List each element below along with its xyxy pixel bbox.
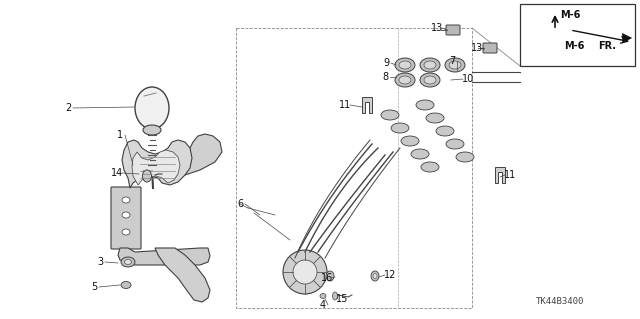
Ellipse shape bbox=[326, 271, 334, 281]
Polygon shape bbox=[495, 167, 505, 183]
Text: 3: 3 bbox=[97, 257, 103, 267]
Circle shape bbox=[283, 250, 327, 294]
Polygon shape bbox=[185, 134, 222, 175]
Ellipse shape bbox=[373, 273, 377, 278]
Ellipse shape bbox=[411, 149, 429, 159]
Polygon shape bbox=[122, 140, 192, 188]
Text: 6: 6 bbox=[237, 199, 243, 209]
Text: 7: 7 bbox=[449, 56, 455, 66]
Text: 4: 4 bbox=[320, 300, 326, 310]
Ellipse shape bbox=[456, 152, 474, 162]
Text: M-6: M-6 bbox=[564, 41, 584, 51]
Text: 2: 2 bbox=[65, 103, 71, 113]
Bar bbox=[236, 28, 472, 308]
Text: 13: 13 bbox=[431, 23, 443, 33]
Ellipse shape bbox=[420, 73, 440, 87]
Bar bbox=[520, 4, 635, 66]
Text: TK44B3400: TK44B3400 bbox=[536, 298, 584, 307]
Polygon shape bbox=[118, 248, 210, 265]
Text: 11: 11 bbox=[339, 100, 351, 110]
Ellipse shape bbox=[445, 58, 465, 72]
Ellipse shape bbox=[424, 61, 436, 69]
FancyBboxPatch shape bbox=[483, 43, 497, 53]
Text: 1: 1 bbox=[117, 130, 123, 140]
Text: 10: 10 bbox=[462, 74, 474, 84]
Ellipse shape bbox=[426, 113, 444, 123]
Text: M-6: M-6 bbox=[560, 10, 580, 20]
Text: 9: 9 bbox=[383, 58, 389, 68]
Text: 14: 14 bbox=[111, 168, 123, 178]
Ellipse shape bbox=[371, 271, 379, 281]
Ellipse shape bbox=[125, 259, 131, 264]
Ellipse shape bbox=[395, 58, 415, 72]
Ellipse shape bbox=[121, 257, 135, 267]
Ellipse shape bbox=[135, 87, 169, 129]
Polygon shape bbox=[132, 150, 180, 185]
Ellipse shape bbox=[420, 58, 440, 72]
Text: 11: 11 bbox=[504, 170, 516, 180]
FancyBboxPatch shape bbox=[111, 187, 141, 249]
Ellipse shape bbox=[121, 281, 131, 288]
Text: FR.: FR. bbox=[598, 41, 616, 51]
Text: 15: 15 bbox=[336, 294, 348, 304]
Ellipse shape bbox=[436, 126, 454, 136]
Ellipse shape bbox=[424, 76, 436, 84]
Ellipse shape bbox=[122, 229, 130, 235]
Ellipse shape bbox=[122, 197, 130, 203]
Ellipse shape bbox=[449, 61, 461, 69]
Ellipse shape bbox=[399, 76, 411, 84]
Text: 5: 5 bbox=[91, 282, 97, 292]
Polygon shape bbox=[362, 97, 372, 113]
Polygon shape bbox=[155, 248, 210, 302]
Ellipse shape bbox=[391, 123, 409, 133]
FancyBboxPatch shape bbox=[446, 25, 460, 35]
Ellipse shape bbox=[122, 212, 130, 218]
Ellipse shape bbox=[381, 110, 399, 120]
Ellipse shape bbox=[143, 170, 152, 182]
Text: 16: 16 bbox=[321, 273, 333, 283]
Ellipse shape bbox=[320, 293, 326, 299]
Text: 8: 8 bbox=[382, 72, 388, 82]
Circle shape bbox=[293, 260, 317, 284]
Ellipse shape bbox=[446, 139, 464, 149]
Text: 13: 13 bbox=[471, 43, 483, 53]
Ellipse shape bbox=[395, 73, 415, 87]
Ellipse shape bbox=[399, 61, 411, 69]
Text: 12: 12 bbox=[384, 270, 396, 280]
Ellipse shape bbox=[416, 100, 434, 110]
Ellipse shape bbox=[333, 292, 337, 300]
Ellipse shape bbox=[143, 125, 161, 135]
Ellipse shape bbox=[421, 162, 439, 172]
Ellipse shape bbox=[401, 136, 419, 146]
